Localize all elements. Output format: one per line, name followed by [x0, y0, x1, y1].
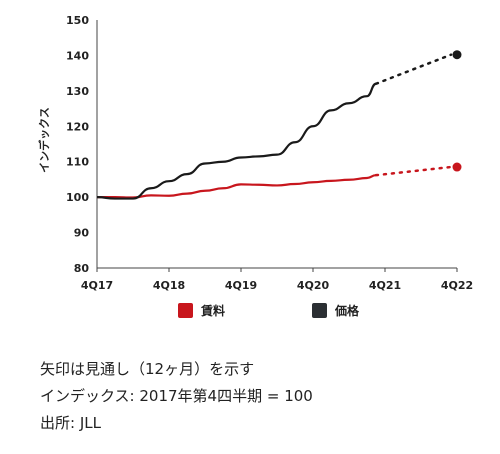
x-tick-label: 4Q18: [153, 279, 185, 292]
y-tick-label: 110: [66, 156, 89, 169]
forecast-line-1: [374, 53, 453, 86]
series-line-1: [96, 82, 377, 200]
x-tick-label: 4Q17: [81, 279, 113, 292]
y-tick-label: 130: [66, 85, 89, 98]
y-tick-label: 140: [66, 49, 89, 62]
tick-labels: 80 90 100 110 120 130 140 150 4Q17 4Q18 4Q19 4Q20 4Q…: [66, 14, 473, 292]
note-forecast: 矢印は見通し（12ヶ月）を示す: [40, 360, 255, 378]
note-source: 出所: JLL: [40, 414, 101, 432]
y-tick-label: 120: [66, 120, 89, 133]
legend-item-rent: 賃料: [178, 302, 225, 319]
forecast-line-0: [374, 165, 453, 177]
legend-label-price: 価格: [335, 304, 360, 318]
y-axis-label: インデックス: [37, 107, 51, 173]
series-line-0: [96, 174, 377, 199]
chart-notes: 矢印は見通し（12ヶ月）を示す インデックス: 2017年第4四半期 = 100…: [40, 356, 313, 437]
chart-axes: [96, 20, 458, 272]
legend-swatch-price: [312, 303, 327, 318]
series-lines: [96, 50, 462, 200]
y-tick-label: 100: [66, 191, 89, 204]
y-tick-label: 80: [74, 262, 90, 275]
x-tick-label: 4Q20: [297, 279, 330, 292]
y-tick-label: 150: [66, 14, 89, 27]
note-index-base: インデックス: 2017年第4四半期 = 100: [40, 387, 313, 405]
forecast-point-0: [452, 162, 462, 172]
legend-item-price: 価格: [312, 302, 359, 319]
x-tick-label: 4Q21: [369, 279, 401, 292]
legend-label-rent: 賃料: [201, 304, 226, 318]
x-tick-label: 4Q19: [225, 279, 257, 292]
legend-swatch-rent: [178, 303, 193, 318]
line-chart: 80 90 100 110 120 130 140 150 4Q17 4Q18 4Q19 4Q20 4Q…: [37, 14, 473, 292]
y-tick-label: 90: [74, 227, 90, 240]
forecast-point-1: [452, 50, 462, 60]
x-tick-label: 4Q22: [441, 279, 473, 292]
chart-legend: 賃料 価格: [0, 302, 500, 322]
